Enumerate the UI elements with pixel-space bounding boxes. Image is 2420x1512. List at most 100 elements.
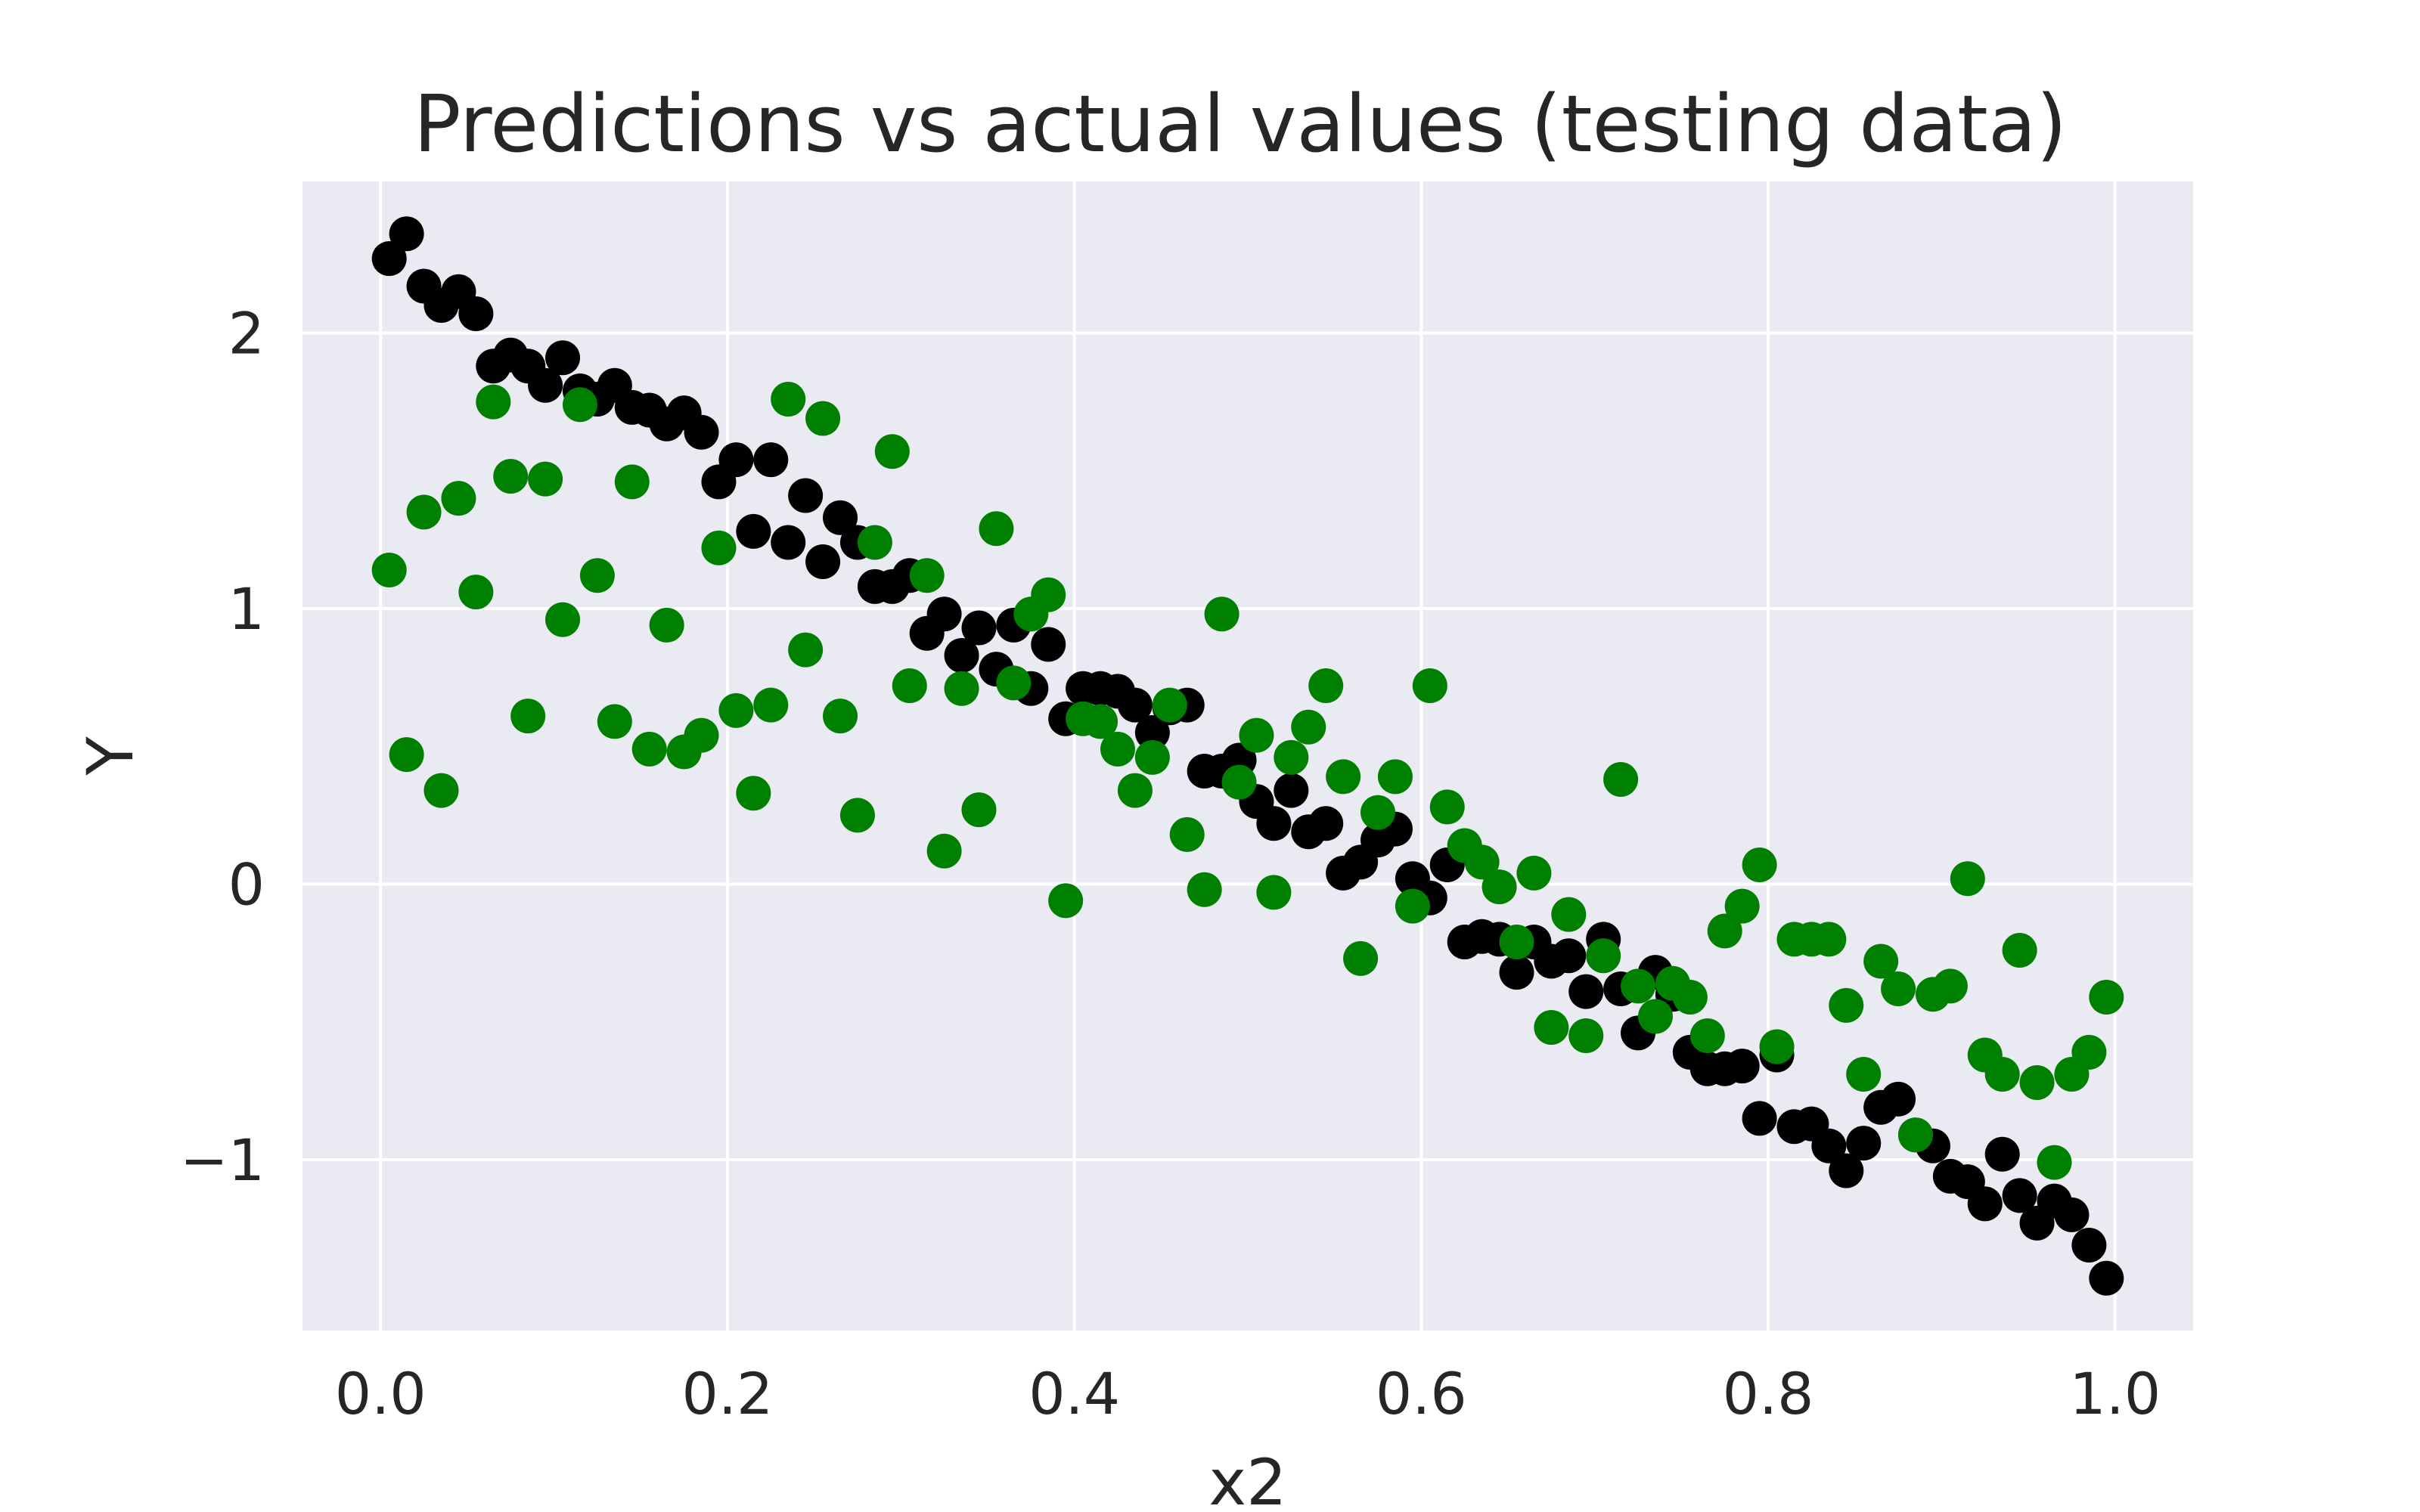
data-point bbox=[545, 602, 581, 637]
data-point bbox=[1134, 715, 1170, 751]
data-point bbox=[1464, 844, 1500, 880]
data-point bbox=[1586, 938, 1621, 974]
data-point bbox=[1950, 861, 1985, 897]
data-point bbox=[1100, 731, 1135, 767]
data-point bbox=[1274, 773, 1309, 808]
data-point bbox=[684, 414, 719, 450]
data-point bbox=[1048, 883, 1084, 919]
data-point bbox=[2071, 1228, 2107, 1263]
data-point bbox=[1811, 922, 1847, 957]
data-point bbox=[476, 384, 511, 420]
data-point bbox=[1481, 869, 1517, 905]
data-point bbox=[1932, 968, 1968, 1004]
data-point bbox=[2089, 1260, 2124, 1296]
data-point bbox=[1672, 979, 1708, 1015]
data-point bbox=[562, 387, 597, 423]
data-point bbox=[718, 442, 754, 478]
data-point bbox=[1429, 789, 1465, 825]
data-point bbox=[1031, 577, 1066, 612]
data-point bbox=[1308, 806, 1344, 841]
data-point bbox=[1516, 855, 1552, 891]
data-point bbox=[1534, 1010, 1569, 1046]
data-point bbox=[1169, 816, 1205, 852]
data-point bbox=[1967, 1186, 2003, 1222]
data-point bbox=[2002, 932, 2037, 968]
x-tick-label: 0.4 bbox=[1028, 1360, 1120, 1427]
data-point bbox=[579, 558, 615, 593]
data-point bbox=[1274, 739, 1309, 775]
data-point bbox=[1117, 773, 1153, 808]
data-point bbox=[805, 544, 841, 580]
data-point bbox=[874, 434, 910, 469]
data-point bbox=[1499, 955, 1534, 990]
data-point bbox=[1568, 1018, 1604, 1053]
data-point bbox=[857, 525, 892, 560]
data-point bbox=[1689, 1018, 1725, 1053]
data-point bbox=[510, 699, 546, 734]
data-point bbox=[736, 513, 771, 549]
data-point bbox=[839, 798, 875, 833]
data-point bbox=[458, 575, 494, 610]
data-point bbox=[371, 241, 407, 277]
data-point bbox=[1742, 1101, 1777, 1136]
y-tick-label: 2 bbox=[228, 299, 265, 367]
x-tick-label: 1.0 bbox=[2069, 1360, 2161, 1427]
data-point bbox=[2019, 1064, 2055, 1100]
data-point bbox=[788, 478, 824, 513]
data-point bbox=[1829, 987, 1864, 1023]
data-point bbox=[2071, 1034, 2107, 1070]
data-point bbox=[424, 773, 459, 808]
data-points bbox=[371, 216, 2124, 1296]
data-point bbox=[1811, 1128, 1847, 1163]
data-point bbox=[823, 500, 858, 535]
data-point bbox=[753, 687, 789, 723]
y-tick-label: 1 bbox=[228, 575, 265, 643]
data-point bbox=[979, 511, 1014, 547]
data-point bbox=[1031, 627, 1066, 662]
data-point bbox=[2037, 1145, 2072, 1180]
data-point bbox=[1204, 596, 1239, 632]
data-point bbox=[1829, 1153, 1864, 1188]
data-point bbox=[718, 692, 754, 728]
y-tick-label: 0 bbox=[228, 850, 265, 918]
data-point bbox=[649, 607, 684, 643]
data-point bbox=[736, 776, 771, 811]
data-point bbox=[944, 637, 979, 673]
data-point bbox=[1291, 709, 1326, 745]
data-point bbox=[1724, 888, 1760, 924]
data-point bbox=[1724, 1049, 1760, 1084]
data-point bbox=[1984, 1057, 2020, 1092]
data-point bbox=[406, 494, 442, 530]
data-point bbox=[1256, 806, 1292, 841]
data-point bbox=[926, 596, 962, 632]
data-point bbox=[1984, 1136, 2020, 1172]
data-point bbox=[1117, 687, 1153, 723]
data-point bbox=[2002, 1178, 2037, 1213]
data-point bbox=[892, 668, 927, 704]
data-point bbox=[1360, 795, 1396, 830]
data-point bbox=[545, 340, 581, 376]
data-point bbox=[1256, 875, 1292, 910]
x-axis-label: x2 bbox=[1208, 1445, 1286, 1512]
data-point bbox=[961, 792, 997, 828]
data-point bbox=[458, 296, 494, 331]
data-point bbox=[1881, 971, 1916, 1007]
data-point bbox=[1637, 999, 1673, 1034]
data-point bbox=[441, 481, 476, 516]
grid-lines bbox=[302, 181, 2193, 1331]
data-point bbox=[1551, 897, 1587, 932]
data-point bbox=[1551, 938, 1587, 974]
chart-title: Predictions vs actual values (testing da… bbox=[414, 78, 2067, 170]
data-point bbox=[1134, 739, 1170, 775]
x-tick-label: 0.2 bbox=[681, 1360, 773, 1427]
data-point bbox=[805, 401, 841, 436]
data-point bbox=[1083, 704, 1118, 739]
data-point bbox=[2089, 979, 2124, 1015]
y-tick-label: −1 bbox=[180, 1126, 265, 1194]
data-point bbox=[1412, 668, 1447, 704]
data-point bbox=[1221, 764, 1257, 800]
data-point bbox=[1898, 1117, 1934, 1153]
data-point bbox=[684, 717, 719, 753]
data-point bbox=[528, 367, 563, 403]
data-point bbox=[944, 671, 979, 706]
